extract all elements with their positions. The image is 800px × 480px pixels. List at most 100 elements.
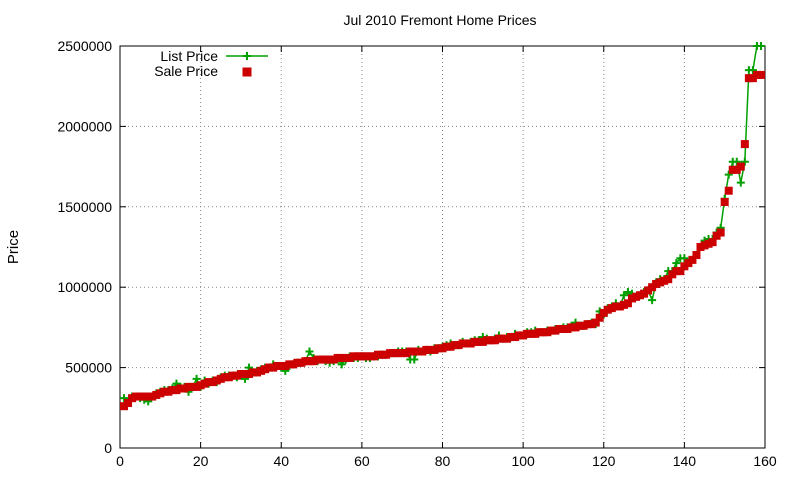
sale-price-point <box>297 358 306 367</box>
sale-price-point <box>329 355 338 364</box>
sale-price-point <box>208 378 217 387</box>
y-tick-label: 2000000 <box>57 118 112 134</box>
list-price-point <box>305 347 314 356</box>
sale-price-point <box>640 289 649 298</box>
sale-price-point <box>196 381 205 390</box>
sale-price-point <box>523 329 532 338</box>
sale-price-point <box>587 320 596 329</box>
sale-price-point <box>144 392 153 401</box>
sale-price-point <box>652 279 661 288</box>
sale-price-point <box>232 371 241 380</box>
sale-price-point <box>390 349 399 358</box>
sale-price-point <box>539 328 548 337</box>
sale-price-point <box>228 371 237 380</box>
sale-price-point <box>156 389 165 398</box>
sale-price-point <box>696 243 705 251</box>
sale-price-point <box>555 325 564 334</box>
x-tick-label: 100 <box>511 453 535 469</box>
sale-price-point <box>571 323 580 332</box>
sale-price-point <box>458 339 467 348</box>
y-tick-label: 1500000 <box>57 199 112 215</box>
sale-price-point <box>160 387 169 396</box>
sale-price-point <box>378 350 387 359</box>
list-price-point <box>724 170 733 179</box>
sale-price-point <box>216 374 225 383</box>
sale-price-point <box>136 392 145 401</box>
sale-price-point <box>369 352 378 361</box>
sale-price-point <box>140 392 149 401</box>
sale-price-point <box>313 355 322 364</box>
sale-price-point <box>410 347 419 356</box>
sale-price-point <box>192 382 201 391</box>
sale-price-point <box>684 259 693 268</box>
sale-price-point <box>636 291 645 300</box>
sale-price-point <box>309 357 318 366</box>
list-price-point <box>756 42 765 50</box>
sale-price-point <box>349 352 358 361</box>
legend: List Price Sale Price <box>154 48 268 79</box>
sale-price-point <box>466 339 475 348</box>
sale-price-point <box>623 299 632 308</box>
sale-price-point <box>430 345 439 354</box>
series-layer <box>120 42 765 411</box>
sale-price-point <box>450 341 459 350</box>
x-tick-label: 80 <box>435 453 451 469</box>
legend-marker-list-price <box>243 52 251 60</box>
sale-price-point <box>152 390 161 399</box>
sale-price-point <box>716 228 725 237</box>
sale-price-point <box>293 358 302 367</box>
y-tick-label: 2500000 <box>57 38 112 54</box>
sale-price-point <box>486 336 495 345</box>
sale-price-point <box>402 349 411 358</box>
sale-price-point <box>353 352 362 361</box>
sale-price-point <box>128 394 137 403</box>
sale-price-point <box>442 342 451 351</box>
sale-price-point <box>269 363 278 372</box>
list-price-point <box>672 259 681 268</box>
sale-price-point <box>212 376 221 385</box>
sale-price-point <box>607 304 616 313</box>
sale-price-point <box>341 353 350 362</box>
sale-price-point <box>418 347 427 356</box>
sale-price-point <box>627 294 636 303</box>
y-tick-label: 500000 <box>65 360 112 376</box>
sale-price-point <box>148 392 157 401</box>
x-tick-label: 0 <box>116 453 124 469</box>
sale-price-point <box>273 361 282 370</box>
sale-price-point <box>204 378 213 387</box>
sale-price-point <box>664 275 673 284</box>
list-price-point <box>680 254 689 263</box>
sale-price-point <box>317 355 326 364</box>
sale-price-point <box>301 357 310 366</box>
sale-price-point <box>454 341 463 350</box>
list-price-point <box>748 66 757 75</box>
sale-price-point <box>333 353 342 362</box>
x-tick-label: 20 <box>193 453 209 469</box>
sale-price-point <box>551 326 560 335</box>
sale-price-point <box>365 352 374 361</box>
sale-price-point <box>382 350 391 359</box>
x-tick-label: 40 <box>273 453 289 469</box>
sale-price-point <box>595 313 604 322</box>
sale-price-point <box>446 342 455 351</box>
sale-price-point <box>519 331 528 340</box>
sale-price-point <box>490 336 499 345</box>
sale-price-point <box>337 353 346 362</box>
list-price-point <box>736 178 745 187</box>
sale-price-point <box>357 352 366 361</box>
sale-price-point <box>688 255 697 264</box>
sale-price-point <box>591 318 600 327</box>
sale-price-point <box>748 74 757 83</box>
sale-price-point <box>527 329 536 338</box>
sale-price-point <box>648 283 657 292</box>
sale-price-point <box>559 325 568 334</box>
sale-price-point <box>535 328 544 337</box>
chart-title: Jul 2010 Fremont Home Prices <box>344 12 537 28</box>
sale-price-point <box>712 231 721 240</box>
sale-price-point <box>261 365 270 374</box>
sale-price-point <box>744 74 753 83</box>
sale-price-point <box>305 357 314 366</box>
y-tick-label: 1000000 <box>57 279 112 295</box>
sale-price-point <box>511 333 520 342</box>
